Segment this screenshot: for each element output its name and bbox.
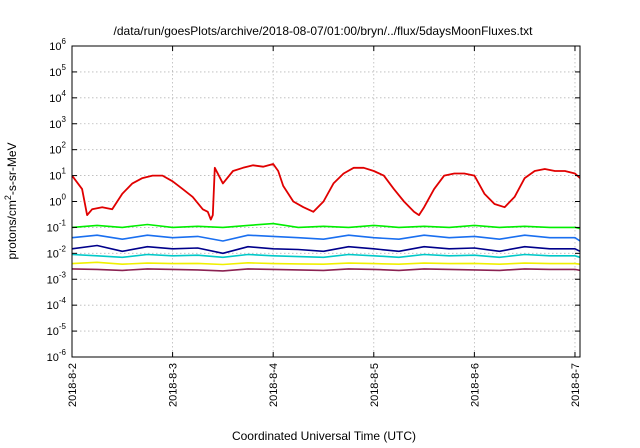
- x-tick-labels: 2018-8-2 2018-8-3 2018-8-4 2018-8-5 2018-8-6…: [67, 363, 582, 407]
- y-tick-label: 104: [49, 89, 66, 105]
- chart-title: /data/run/goesPlots/archive/2018-08-07/0…: [114, 24, 534, 38]
- x-axis-title: Coordinated Universal Time (UTC): [232, 429, 416, 443]
- series-line-2: [71, 234, 581, 242]
- x-tick-label: 2018-8-2: [67, 363, 79, 407]
- x-tick-label: 2018-8-4: [268, 363, 280, 407]
- y-tick-label: 10-3: [47, 270, 67, 286]
- y-tick-label: 101: [49, 167, 66, 183]
- x-tick-label: 2018-8-6: [469, 363, 481, 407]
- series-line-0: [71, 163, 581, 221]
- series-line-1: [71, 222, 581, 230]
- y-axis-title: protons/cm2-s-sr-MeV: [3, 142, 19, 259]
- series-line-6: [71, 268, 581, 272]
- y-tick-label: 106: [49, 37, 66, 53]
- y-tick-label: 105: [49, 63, 66, 79]
- x-tick-label: 2018-8-7: [570, 363, 582, 407]
- x-tick-label: 2018-8-3: [168, 363, 180, 407]
- y-tick-label: 103: [49, 115, 66, 131]
- x-tick-label: 2018-8-5: [369, 363, 381, 407]
- tick-layer: [71, 45, 580, 358]
- series-layer: [71, 163, 581, 272]
- y-tick-label: 10-4: [47, 296, 67, 312]
- series-line-5: [71, 261, 581, 266]
- y-tick-labels: 106 105 104 103 102 101 100 10-1 10-2 10-3 10-4 10-…: [47, 37, 67, 364]
- y-tick-label: 10-6: [47, 348, 67, 364]
- y-tick-label: 10-1: [47, 218, 67, 234]
- y-tick-label: 100: [49, 193, 66, 209]
- grid-layer: [72, 46, 580, 357]
- series-line-3: [71, 244, 581, 255]
- series-line-4: [71, 253, 581, 259]
- y-tick-label: 102: [49, 141, 66, 157]
- y-tick-label: 10-2: [47, 244, 67, 260]
- y-tick-label: 10-5: [47, 322, 67, 338]
